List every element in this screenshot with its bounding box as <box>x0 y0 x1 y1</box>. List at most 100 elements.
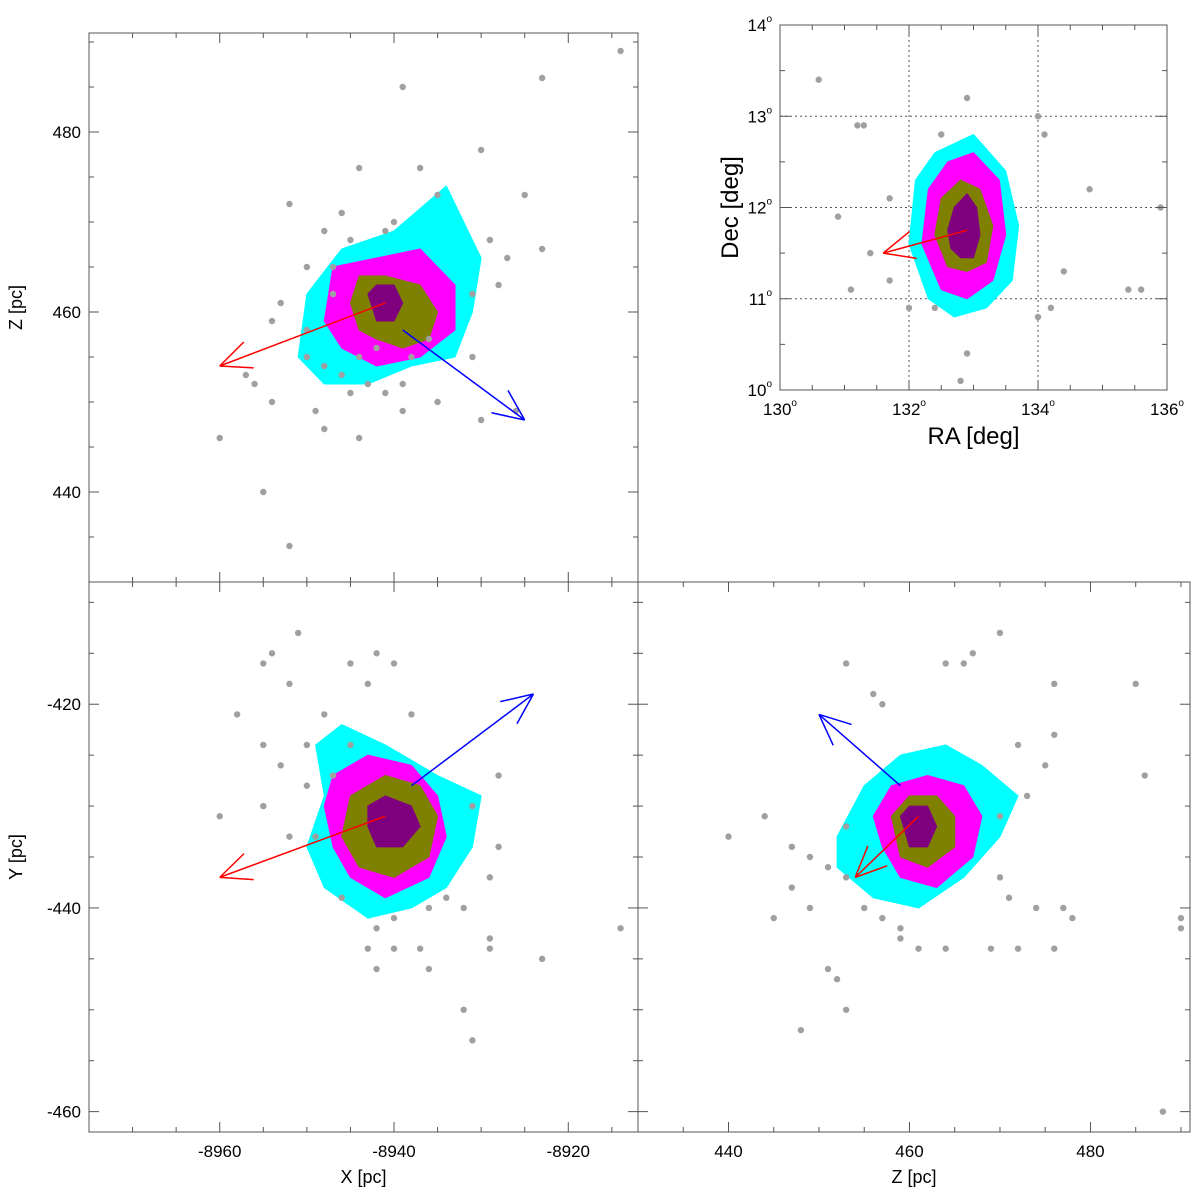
member-star-point <box>1132 680 1139 688</box>
y-tick-label: 440 <box>53 483 81 502</box>
member-star-point <box>233 711 241 718</box>
member-star-point <box>329 290 337 298</box>
member-star-point <box>347 741 354 749</box>
panel-z-y: 440 460 480 Z [pc] <box>637 581 1191 1187</box>
member-star-point <box>364 945 372 952</box>
member-star-point <box>538 955 546 963</box>
red-vector-arrow-head <box>854 845 869 878</box>
red-vector-arrow-shaft <box>883 229 968 254</box>
y-tick-label: -420 <box>47 695 81 714</box>
member-star-point <box>355 434 363 442</box>
member-star-point <box>617 925 624 932</box>
degree-sup: o <box>1178 398 1184 409</box>
red-vector-arrow-shaft <box>219 302 386 367</box>
member-star-point <box>1041 131 1048 138</box>
degree-sup: o <box>1049 398 1055 409</box>
member-star-point <box>399 380 406 388</box>
member-star-point <box>1005 894 1013 901</box>
y-axis-title: Z [pc] <box>6 285 26 330</box>
blue-vector-arrow-head <box>818 714 834 746</box>
member-star-point <box>1141 772 1148 779</box>
member-star-point <box>303 741 311 749</box>
red-vector-arrow-head <box>219 876 254 881</box>
member-star-point <box>382 227 389 235</box>
member-star-point <box>538 245 546 253</box>
member-star-point <box>321 425 328 433</box>
member-star-point <box>338 209 345 217</box>
member-star-point <box>390 914 398 922</box>
member-star-point <box>897 935 904 942</box>
density-contour-level-4 <box>367 795 421 848</box>
degree-sup: o <box>791 398 797 409</box>
red-vector-arrow-head <box>883 252 917 260</box>
member-star-point <box>338 894 345 901</box>
member-star-point <box>761 813 768 820</box>
member-star-point <box>355 164 363 172</box>
member-star-point <box>373 344 380 352</box>
member-star-point <box>1125 286 1132 293</box>
member-star-point <box>416 945 424 952</box>
member-star-point <box>824 965 832 973</box>
x-axis-title: X [pc] <box>340 1167 386 1187</box>
red-vector-arrow-head <box>854 865 888 879</box>
member-star-point <box>996 874 1004 881</box>
member-star-point <box>942 945 949 952</box>
member-star-point <box>329 263 337 271</box>
member-star-point <box>486 874 494 881</box>
member-star-point <box>1177 925 1185 932</box>
member-star-point <box>1138 286 1145 293</box>
member-star-point <box>725 833 732 840</box>
member-star-point <box>373 965 380 973</box>
member-star-point <box>277 762 284 769</box>
x-tick-label: 134o <box>1021 398 1055 419</box>
member-star-point <box>486 935 494 942</box>
blue-vector-arrow-head <box>491 411 525 421</box>
member-star-point <box>355 353 363 361</box>
member-star-point <box>321 711 328 718</box>
member-star-point <box>960 660 967 667</box>
member-star-point <box>286 833 293 840</box>
y-tick-label: -460 <box>47 1103 81 1122</box>
red-vector-arrow-head <box>219 341 245 367</box>
member-star-point <box>434 398 441 406</box>
member-star-point <box>617 47 624 55</box>
member-star-point <box>806 904 814 912</box>
member-star-point <box>861 904 868 912</box>
member-star-point <box>286 680 293 688</box>
member-star-point <box>399 407 406 415</box>
degree-sup: o <box>766 105 772 116</box>
member-star-point <box>842 660 850 667</box>
member-star-point <box>364 380 372 388</box>
degree-sup: o <box>766 379 772 390</box>
member-star-point <box>957 377 964 385</box>
member-star-point <box>996 629 1004 637</box>
member-star-point <box>216 813 223 820</box>
panel-x-y: -460 -440 -420 -8960 -8940 -8920 X [pc] Y [pc] <box>6 581 639 1187</box>
member-star-point <box>460 1006 467 1013</box>
member-star-point <box>373 650 380 657</box>
member-star-point <box>870 690 877 698</box>
member-star-point <box>477 146 485 154</box>
member-star-point <box>886 277 893 284</box>
member-star-point <box>521 191 528 199</box>
x-tick-label: 132o <box>892 398 926 419</box>
member-star-point <box>905 304 913 312</box>
member-star-point <box>260 802 267 810</box>
member-star-point <box>842 823 850 830</box>
blue-vector-arrow-head <box>500 693 534 703</box>
member-star-point <box>847 286 855 293</box>
degree-sup: o <box>766 14 772 25</box>
member-star-point <box>242 371 250 379</box>
member-star-point <box>963 94 971 102</box>
density-contour-level-4 <box>899 805 938 848</box>
member-star-point <box>251 380 258 388</box>
member-star-point <box>216 434 223 442</box>
x-tick-label: 136o <box>1150 398 1184 419</box>
member-star-point <box>260 741 267 749</box>
x-tick-label: 460 <box>895 1142 923 1161</box>
member-star-point <box>294 629 302 637</box>
blue-vector-arrow-head <box>507 390 526 421</box>
member-star-point <box>486 945 494 952</box>
x-axis-title: RA [deg] <box>927 423 1019 450</box>
y-tick-label: 14o <box>748 14 773 35</box>
